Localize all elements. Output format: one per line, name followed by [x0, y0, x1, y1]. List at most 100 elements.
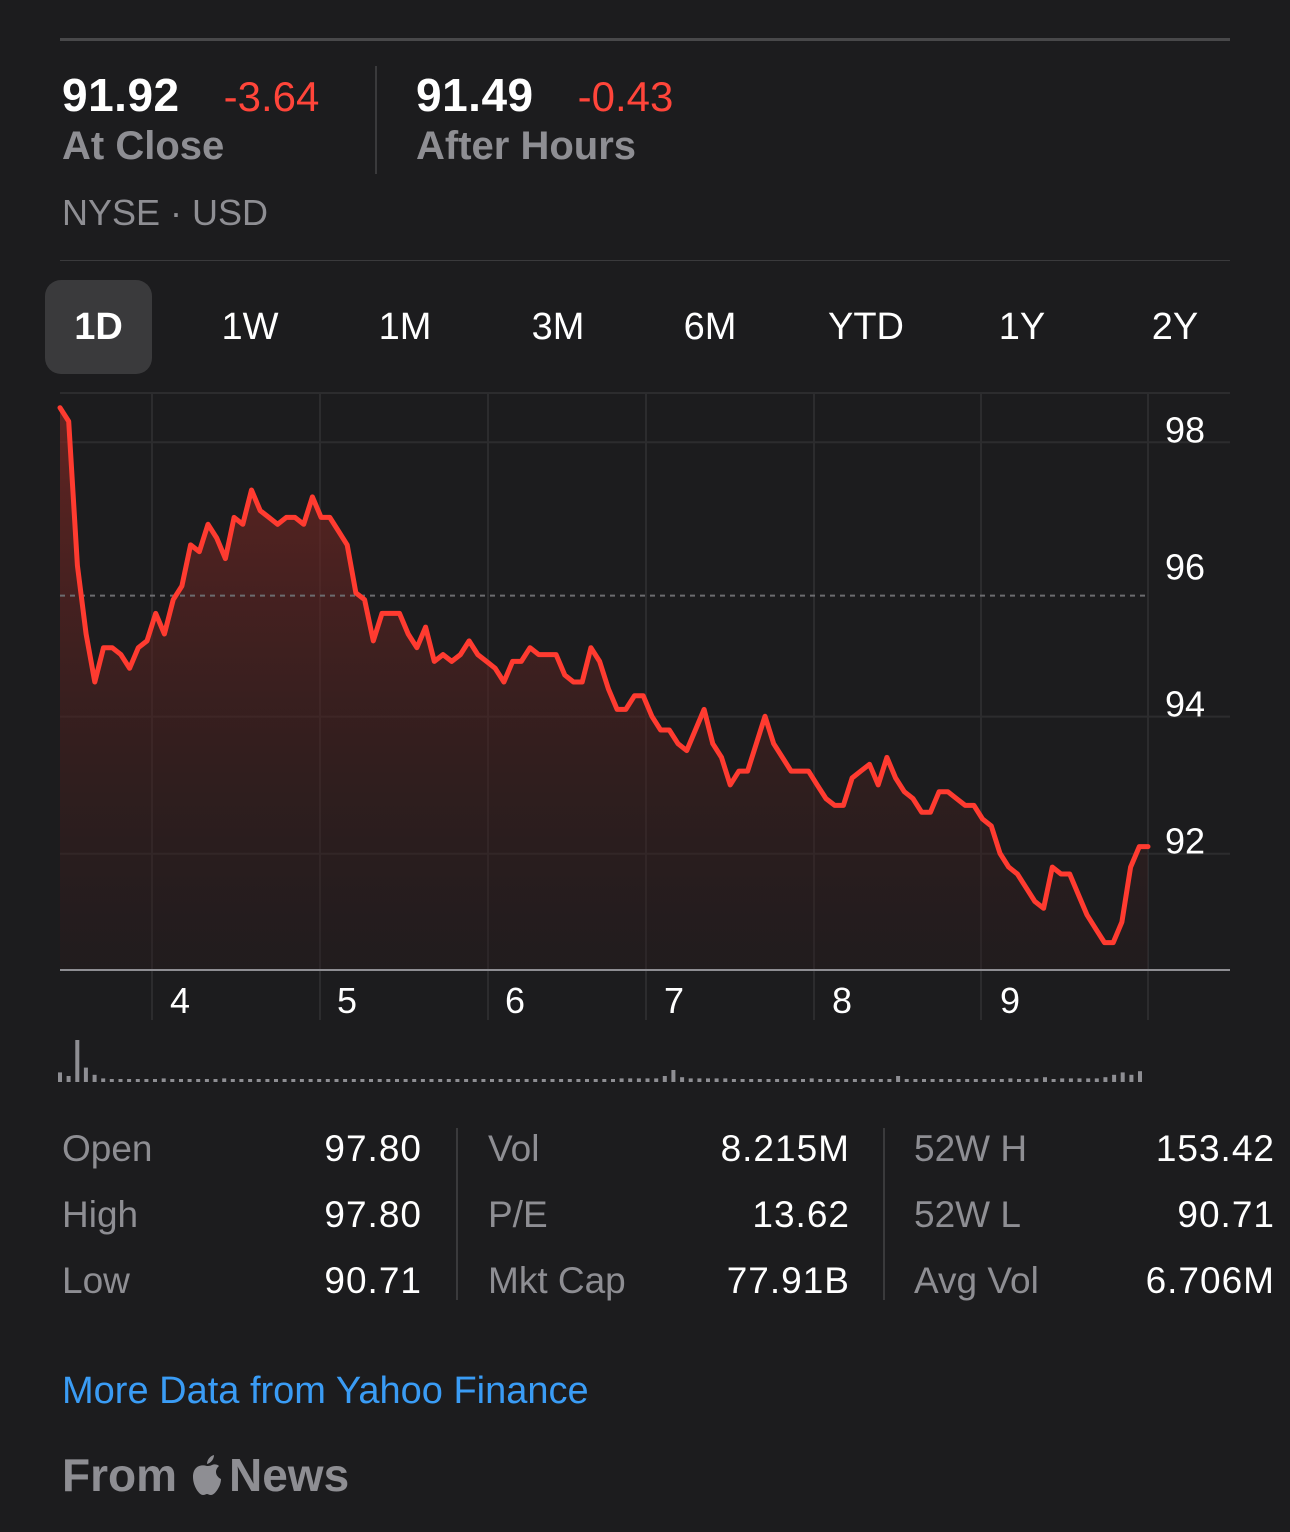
- volume-bar: [1077, 1078, 1082, 1082]
- after-hours-label: After Hours: [416, 124, 637, 168]
- x-axis-label: 8: [832, 980, 852, 1021]
- volume-bar: [1060, 1078, 1065, 1082]
- volume-bar: [835, 1079, 840, 1082]
- volume-bar: [973, 1079, 978, 1082]
- volume-bar: [481, 1079, 486, 1082]
- stats-divider: [456, 1128, 458, 1300]
- range-tab-2y[interactable]: 2Y: [1151, 306, 1199, 348]
- range-tab-1w[interactable]: 1W: [221, 306, 279, 348]
- volume-bar: [230, 1079, 235, 1082]
- volume-bar: [688, 1078, 693, 1082]
- volume-bar: [939, 1079, 944, 1082]
- range-tab-6m[interactable]: 6M: [683, 306, 737, 348]
- volume-bar: [343, 1079, 348, 1082]
- volume-bar: [1138, 1071, 1142, 1082]
- volume-bar: [896, 1076, 901, 1082]
- volume-bar: [438, 1079, 443, 1082]
- volume-bar: [818, 1079, 823, 1082]
- x-axis-label: 7: [664, 980, 684, 1021]
- volume-bar: [576, 1079, 581, 1082]
- volume-bar: [1086, 1078, 1091, 1082]
- volume-bar: [611, 1079, 615, 1082]
- volume-bar: [1129, 1074, 1134, 1082]
- volume-bar: [490, 1079, 494, 1082]
- volume-bar: [213, 1079, 218, 1082]
- volume-bar: [66, 1076, 71, 1082]
- range-tab-1m[interactable]: 1M: [378, 306, 432, 348]
- volume-bar: [740, 1079, 745, 1082]
- from-apple-news[interactable]: From News: [62, 1448, 349, 1502]
- volume-bar: [334, 1079, 339, 1082]
- volume-bar: [870, 1079, 875, 1082]
- range-tab-1y[interactable]: 1Y: [998, 306, 1046, 348]
- more-data-link[interactable]: More Data from Yahoo Finance: [62, 1370, 589, 1412]
- volume-bar: [1120, 1072, 1125, 1082]
- after-hours-change: -0.43: [577, 73, 674, 120]
- stat-label-52w-low: 52W L: [914, 1194, 1021, 1235]
- volume-bar: [403, 1079, 408, 1082]
- volume-bar: [101, 1078, 106, 1082]
- volume-bar: [801, 1079, 805, 1082]
- volume-bar: [922, 1079, 926, 1082]
- volume-bar: [628, 1078, 633, 1082]
- stat-value-high: 97.80: [324, 1194, 422, 1235]
- volume-bar: [602, 1079, 607, 1082]
- volume-bar: [1008, 1078, 1013, 1082]
- volume-bar: [446, 1079, 451, 1082]
- close-change: -3.64: [223, 73, 320, 120]
- volume-bar: [274, 1079, 278, 1082]
- price-chart[interactable]: 98 96 94 92 4 5 6 7 8 9: [0, 380, 1290, 1100]
- stat-value-vol: 8.215M: [720, 1128, 850, 1169]
- volume-bar: [723, 1078, 728, 1082]
- volume-bar: [654, 1078, 659, 1082]
- volume-bar: [187, 1079, 192, 1082]
- volume-bar: [291, 1079, 296, 1082]
- volume-bar: [412, 1079, 417, 1082]
- volume-bar: [135, 1079, 140, 1082]
- top-separator: [60, 38, 1230, 41]
- stats-grid: Open 97.80 High 97.80 Low 90.71 Vol 8.21…: [0, 1128, 1290, 1308]
- volume-bar: [878, 1079, 883, 1082]
- volume-bar: [239, 1079, 244, 1082]
- volume-bar: [809, 1078, 814, 1082]
- stat-label-avg-vol: Avg Vol: [914, 1260, 1039, 1301]
- volume-bar: [1094, 1078, 1099, 1082]
- close-label: At Close: [62, 124, 225, 168]
- exchange-currency: NYSE · USD: [62, 192, 269, 233]
- volume-bar: [861, 1079, 866, 1082]
- volume-bar: [282, 1079, 287, 1082]
- after-hours-price: 91.49: [416, 69, 534, 121]
- volume-bar: [498, 1079, 503, 1082]
- volume-bar: [887, 1079, 892, 1082]
- volume-bar: [1068, 1078, 1073, 1082]
- volume-bar: [783, 1079, 788, 1082]
- volume-bar: [507, 1079, 512, 1082]
- volume-bar: [317, 1079, 322, 1082]
- stat-label-vol: Vol: [488, 1128, 540, 1169]
- volume-bar: [1017, 1079, 1021, 1082]
- volume-bar: [248, 1079, 253, 1082]
- volume-bar: [196, 1079, 201, 1082]
- x-axis-label: 6: [505, 980, 525, 1021]
- range-tab-ytd[interactable]: YTD: [828, 306, 904, 348]
- stat-label-open: Open: [62, 1128, 153, 1169]
- volume-bar: [999, 1079, 1004, 1082]
- volume-bar: [913, 1079, 918, 1082]
- range-tab-1d[interactable]: 1D: [45, 280, 152, 374]
- stats-divider: [883, 1128, 885, 1300]
- stat-value-pe: 13.62: [752, 1194, 850, 1235]
- volume-bars: [58, 1040, 1142, 1082]
- volume-bar: [464, 1079, 469, 1082]
- range-tab-3m[interactable]: 3M: [531, 306, 585, 348]
- volume-bar: [567, 1079, 572, 1082]
- volume-bar: [533, 1079, 538, 1082]
- volume-bar: [472, 1079, 477, 1082]
- volume-bar: [153, 1079, 157, 1082]
- volume-bar: [360, 1079, 365, 1082]
- close-quote: 91.92 -3.64 At Close: [62, 68, 319, 169]
- volume-bar: [515, 1079, 520, 1082]
- stat-value-low: 90.71: [324, 1260, 422, 1301]
- close-price: 91.92: [62, 69, 180, 121]
- volume-bar: [1112, 1074, 1117, 1082]
- volume-bar: [420, 1079, 425, 1082]
